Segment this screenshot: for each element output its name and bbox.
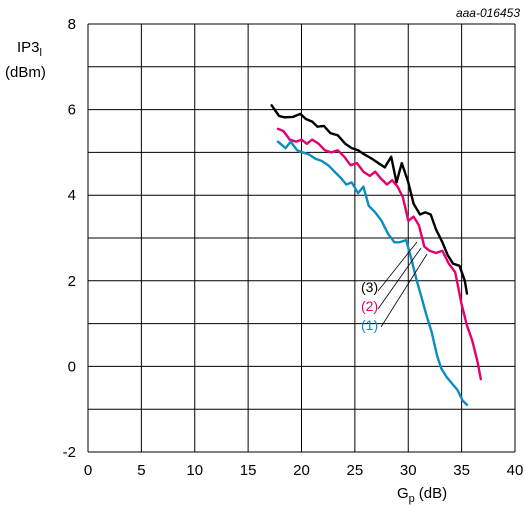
series-line-1	[270, 104, 469, 295]
callout-leader-line	[377, 241, 418, 292]
x-tick-label: 15	[240, 462, 257, 479]
grid	[87, 23, 516, 453]
x-tick-label: 5	[137, 462, 145, 479]
callout-leader-line	[377, 247, 422, 310]
y-axis-unit: (dBm)	[5, 64, 46, 81]
x-tick-label: 10	[186, 462, 203, 479]
x-tick-labels: 0 5 10 15 20 25 30 35 40	[84, 462, 524, 479]
y-tick-label: -2	[63, 444, 76, 461]
y-tick-labels: -2 0 2 4 6 8	[63, 16, 76, 461]
y-tick-label: 6	[68, 102, 76, 119]
y-axis-label: IP3l	[17, 39, 42, 59]
y-tick-label: 0	[68, 358, 76, 375]
x-axis-label: Gp (dB)	[397, 485, 447, 505]
series-line-2	[276, 127, 482, 381]
callout-lines: (3) (2) (1)	[361, 241, 428, 333]
x-tick-label: 20	[293, 462, 310, 479]
x-tick-label: 25	[347, 462, 364, 479]
series-callout-label: (2)	[361, 298, 378, 314]
reference-code: aaa-016453	[456, 6, 520, 20]
series-callout-label: (3)	[361, 279, 378, 295]
x-tick-label: 40	[507, 462, 524, 479]
y-tick-label: 8	[68, 16, 76, 33]
x-tick-label: 30	[400, 462, 417, 479]
y-tick-label: 2	[68, 273, 76, 290]
series-group	[270, 104, 482, 407]
x-tick-label: 35	[453, 462, 470, 479]
series-callout-label: (1)	[361, 317, 378, 333]
x-tick-label: 0	[84, 462, 92, 479]
callout-leader-line	[380, 253, 428, 328]
series-line-3	[276, 140, 469, 407]
y-tick-label: 4	[68, 187, 76, 204]
